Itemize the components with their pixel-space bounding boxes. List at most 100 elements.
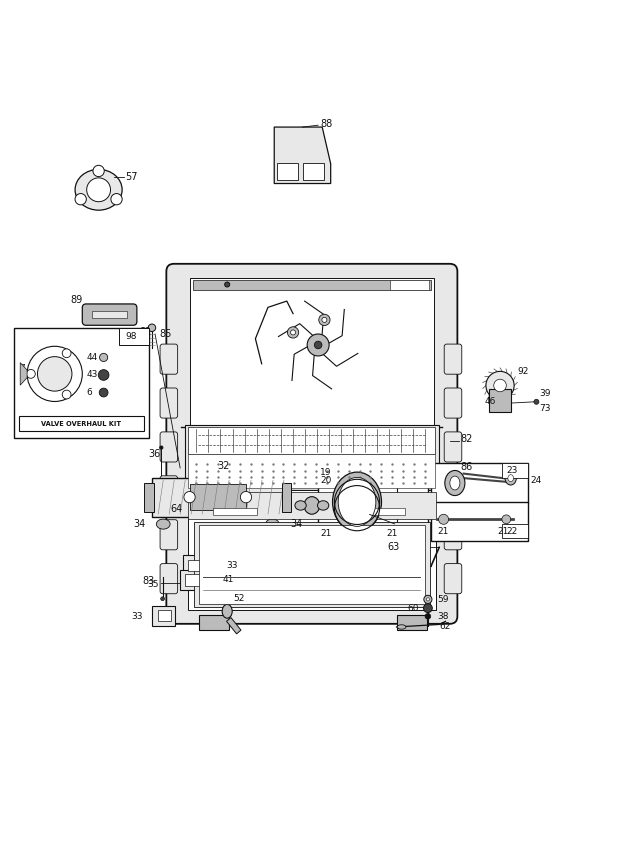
Text: 85: 85 (159, 329, 172, 339)
Text: 21: 21 (437, 527, 449, 536)
Ellipse shape (184, 491, 195, 503)
Text: eReplacementParts.com: eReplacementParts.com (222, 436, 408, 451)
Bar (193, 280, 431, 290)
Text: 52: 52 (234, 594, 245, 604)
Text: 36: 36 (149, 449, 161, 459)
Ellipse shape (98, 370, 109, 380)
Ellipse shape (100, 388, 108, 397)
Ellipse shape (37, 357, 72, 391)
Text: 88: 88 (320, 119, 332, 129)
Ellipse shape (161, 597, 164, 601)
Bar (144, 483, 154, 512)
Ellipse shape (423, 604, 432, 613)
Ellipse shape (397, 625, 406, 629)
FancyBboxPatch shape (160, 344, 178, 374)
Text: 83: 83 (142, 576, 155, 586)
Bar (282, 483, 291, 512)
Text: 39: 39 (539, 389, 551, 398)
Text: 92: 92 (518, 367, 529, 377)
Text: 82: 82 (461, 434, 473, 445)
Ellipse shape (265, 519, 279, 529)
Ellipse shape (304, 496, 319, 514)
Text: 21: 21 (497, 527, 508, 536)
Text: 7: 7 (19, 365, 25, 373)
Text: 38: 38 (437, 612, 449, 620)
Text: 33: 33 (226, 561, 238, 570)
Ellipse shape (307, 334, 329, 356)
Text: 62: 62 (439, 622, 450, 632)
Ellipse shape (427, 598, 430, 601)
Ellipse shape (75, 194, 86, 205)
FancyBboxPatch shape (444, 476, 462, 506)
Text: 20: 20 (320, 476, 331, 485)
Ellipse shape (26, 370, 35, 378)
Text: 34: 34 (134, 519, 146, 529)
Text: 63: 63 (387, 542, 399, 552)
Text: 43: 43 (86, 371, 98, 379)
Text: 46: 46 (484, 397, 496, 406)
Ellipse shape (225, 282, 230, 287)
Text: 60: 60 (408, 604, 420, 613)
Ellipse shape (287, 326, 299, 338)
Text: 32: 32 (218, 462, 230, 472)
FancyBboxPatch shape (160, 432, 178, 462)
Bar (152, 606, 175, 626)
Ellipse shape (508, 474, 513, 482)
Bar (93, 311, 127, 319)
Ellipse shape (62, 348, 71, 358)
FancyBboxPatch shape (160, 519, 178, 550)
Ellipse shape (156, 519, 170, 529)
Bar (489, 388, 512, 412)
Ellipse shape (322, 317, 327, 322)
Text: 59: 59 (437, 595, 449, 604)
FancyBboxPatch shape (160, 564, 178, 593)
FancyBboxPatch shape (160, 476, 178, 506)
Text: 23: 23 (507, 466, 518, 474)
Bar (185, 575, 202, 586)
Text: VALVE OVERHAUL KIT: VALVE OVERHAUL KIT (42, 421, 122, 427)
FancyBboxPatch shape (83, 304, 137, 326)
Ellipse shape (314, 341, 322, 348)
Bar (152, 478, 284, 517)
Bar (188, 490, 436, 610)
Text: 64: 64 (171, 504, 183, 514)
Polygon shape (274, 127, 331, 184)
Text: 33: 33 (131, 613, 143, 621)
Bar (190, 278, 434, 427)
Ellipse shape (93, 166, 104, 177)
Text: 35: 35 (147, 581, 158, 589)
Bar (361, 508, 404, 515)
Text: 41: 41 (223, 575, 234, 585)
Ellipse shape (62, 390, 71, 399)
Ellipse shape (424, 595, 432, 604)
Text: 34: 34 (290, 519, 302, 529)
Ellipse shape (502, 515, 511, 524)
Text: 44: 44 (86, 353, 97, 362)
Ellipse shape (445, 470, 465, 496)
Ellipse shape (505, 471, 517, 485)
Polygon shape (227, 618, 241, 634)
Ellipse shape (494, 379, 507, 392)
Bar (303, 163, 324, 180)
Ellipse shape (222, 604, 232, 618)
Ellipse shape (486, 371, 514, 399)
FancyBboxPatch shape (160, 388, 178, 418)
Bar (158, 610, 171, 621)
Bar (188, 454, 435, 488)
Text: 89: 89 (71, 295, 83, 305)
Bar (188, 560, 203, 571)
Text: 81: 81 (139, 327, 152, 337)
Bar (118, 328, 149, 345)
Ellipse shape (111, 194, 122, 205)
Bar (396, 615, 427, 630)
Bar (185, 425, 438, 490)
Ellipse shape (338, 478, 376, 526)
Text: 86: 86 (461, 462, 472, 473)
Text: 57: 57 (125, 173, 138, 182)
Text: 24: 24 (530, 477, 541, 485)
Bar (188, 492, 436, 518)
Bar (431, 502, 529, 541)
Bar (213, 508, 256, 515)
FancyBboxPatch shape (444, 519, 462, 550)
Bar (318, 466, 428, 541)
